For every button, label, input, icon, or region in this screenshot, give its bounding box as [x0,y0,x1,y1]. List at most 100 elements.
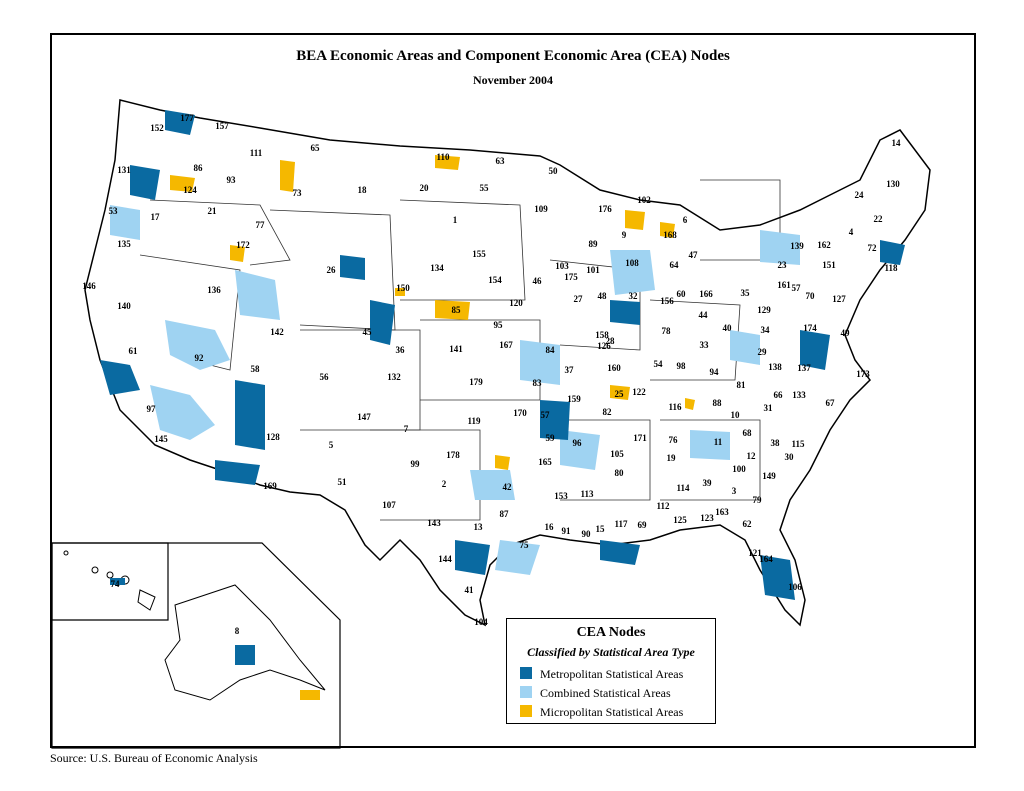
economic-area-label: 109 [534,204,548,214]
economic-area-label: 20 [420,183,430,193]
economic-area-label: 16 [545,522,555,532]
legend-subtitle: Classified by Statistical Area Type [527,645,695,659]
economic-area-label: 6 [683,215,688,225]
economic-area-label: 93 [227,175,237,185]
economic-area-label: 108 [625,258,639,268]
economic-area-label: 83 [533,378,543,388]
economic-area-label: 169 [263,481,277,491]
economic-area-label: 162 [817,240,831,250]
economic-area-label: 18 [358,185,368,195]
economic-area-label: 68 [743,428,753,438]
economic-area-label: 171 [633,433,647,443]
hawaii-islands [63,550,156,611]
economic-area-label: 164 [759,554,773,564]
economic-area-label: 143 [427,518,441,528]
economic-area-label: 140 [117,301,131,311]
economic-area-label: 60 [677,289,687,299]
economic-area-label: 63 [496,156,506,166]
economic-area-label: 53 [109,206,119,216]
economic-area-label: 84 [546,345,556,355]
economic-area-label: 17 [151,212,161,222]
economic-area-label: 48 [598,291,608,301]
economic-area-label: 154 [488,275,502,285]
metropolitan-statistical-areas [100,110,905,665]
economic-area-label: 139 [790,241,804,251]
economic-area-label: 124 [183,185,197,195]
source-note: Source: U.S. Bureau of Economic Analysis [50,751,258,765]
economic-area-label: 38 [771,438,781,448]
economic-area-label: 128 [266,432,280,442]
economic-area-label: 157 [215,121,229,131]
economic-area-label: 105 [610,449,624,459]
economic-area-label: 100 [732,464,746,474]
economic-area-label: 144 [438,554,452,564]
economic-area-label: 87 [500,509,510,519]
legend-label-metropolitan: Metropolitan Statistical Areas [540,667,684,681]
economic-area-label: 152 [150,123,164,133]
economic-area-label: 98 [677,361,687,371]
economic-area-label: 172 [236,240,250,250]
economic-area-label: 21 [208,206,218,216]
economic-area-label: 4 [849,227,854,237]
economic-area-label: 173 [856,369,870,379]
economic-area-label: 99 [411,459,421,469]
economic-area-label: 72 [868,243,878,253]
map-subtitle: November 2004 [472,73,554,87]
economic-area-label: 30 [785,452,795,462]
economic-area-label: 81 [737,380,747,390]
economic-area-label: 130 [886,179,900,189]
economic-area-label: 55 [480,183,490,193]
economic-area-label: 147 [357,412,371,422]
alaska-outline [164,584,326,701]
economic-area-label: 19 [667,453,677,463]
economic-area-label: 153 [554,491,568,501]
contiguous-us-outline [84,99,931,627]
economic-area-label: 50 [549,166,559,176]
economic-area-label: 111 [250,148,263,158]
economic-area-label: 174 [803,323,817,333]
map-title: BEA Economic Areas and Component Economi… [296,48,730,64]
economic-area-label: 62 [743,519,753,529]
economic-area-label: 65 [311,143,321,153]
economic-area-label: 107 [382,500,396,510]
economic-area-label: 123 [700,513,714,523]
legend-swatch-micropolitan [520,705,532,717]
economic-area-label: 177 [180,113,194,123]
economic-area-label: 35 [741,288,751,298]
hawaii-inset-frame [51,542,169,621]
economic-area-label: 32 [629,291,639,301]
economic-area-label: 22 [874,214,884,224]
economic-area-label: 76 [669,435,679,445]
economic-area-label: 41 [465,585,475,595]
economic-area-label: 178 [446,450,460,460]
economic-area-label: 75 [520,540,530,550]
economic-area-label: 110 [436,152,450,162]
economic-area-label: 146 [82,281,96,291]
economic-area-label: 112 [656,501,670,511]
economic-area-label: 96 [573,438,583,448]
economic-area-label: 8 [235,626,240,636]
economic-area-label: 135 [117,239,131,249]
economic-area-label: 134 [430,263,444,273]
economic-area-label: 47 [689,250,699,260]
economic-area-label: 73 [293,188,303,198]
economic-area-label: 132 [387,372,401,382]
economic-area-label: 23 [778,260,788,270]
economic-area-label: 179 [469,377,483,387]
economic-area-label: 78 [662,326,672,336]
economic-area-label: 118 [884,263,898,273]
economic-area-label: 158 [595,330,609,340]
economic-area-label: 168 [663,230,677,240]
economic-area-label: 44 [699,310,709,320]
economic-area-label: 88 [713,398,723,408]
economic-area-label: 29 [758,347,768,357]
legend: CEA Nodes Classified by Statistical Area… [506,618,716,724]
economic-area-label: 45 [363,327,373,337]
economic-area-label: 2 [442,479,447,489]
economic-area-label: 37 [565,365,575,375]
economic-area-label: 82 [603,407,613,417]
economic-area-label: 117 [614,519,628,529]
economic-area-label: 36 [396,345,406,355]
economic-area-label: 163 [715,507,729,517]
economic-area-label: 40 [723,323,733,333]
